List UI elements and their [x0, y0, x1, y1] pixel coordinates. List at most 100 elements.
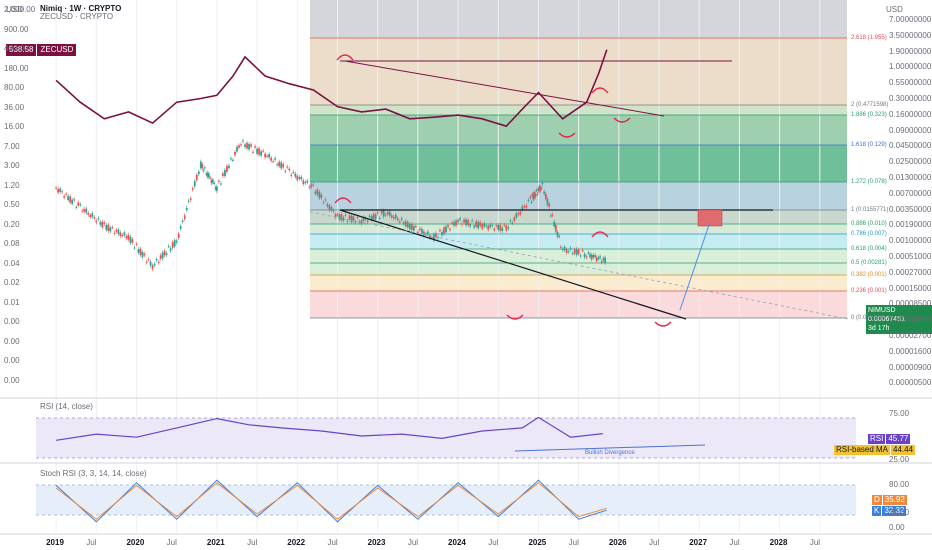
nim-candle: [386, 212, 389, 215]
nim-candle: [113, 232, 116, 234]
nim-candle: [206, 172, 209, 177]
nim-candle: [169, 248, 172, 251]
nim-candle: [284, 171, 287, 173]
stoch-tick-label: 20.00: [889, 508, 910, 517]
nim-candle: [396, 218, 399, 221]
nim-candle: [203, 167, 206, 169]
symbol-secondary[interactable]: ZECUSD · CRYPTO: [40, 12, 114, 21]
nim-candle: [433, 234, 435, 241]
nim-candle: [187, 200, 190, 202]
nim-candle: [163, 250, 166, 256]
symbol-primary[interactable]: Nimiq · 1W · CRYPTO: [40, 4, 122, 13]
zec-price: 538.58: [6, 44, 37, 56]
right-tick-label: 0.00000900: [889, 362, 932, 372]
nim-candle: [538, 186, 541, 191]
time-axis-label: Jul: [568, 538, 579, 547]
fib-label-lower: 0.886 (0.010): [851, 221, 887, 227]
nim-candle: [215, 186, 218, 192]
nim-candle: [543, 191, 546, 194]
rsi-line: [56, 416, 603, 441]
left-tick-label: 80.00: [4, 83, 25, 92]
nim-candle: [207, 173, 210, 178]
nim-candle: [147, 259, 150, 261]
right-tick-label: 0.04500000: [889, 141, 932, 151]
nim-candle: [65, 193, 68, 195]
rsi-value: 45.77: [886, 434, 911, 444]
stoch-d-value: 35.92: [882, 495, 907, 505]
nim-candle: [292, 172, 295, 174]
nim-candle: [167, 246, 170, 248]
time-axis-label: 2021: [206, 538, 225, 547]
nim-candle: [230, 158, 232, 160]
bottom-arc: [558, 132, 576, 138]
nim-candle: [258, 148, 260, 155]
nim-candle: [511, 222, 514, 224]
nim-candle: [336, 214, 339, 216]
right-tick-label: 0.00700000: [889, 188, 932, 198]
time-axis-label: 2028: [769, 538, 788, 547]
stoch-d-badge: D 35.92: [872, 495, 907, 505]
nim-candle: [567, 251, 570, 253]
right-tick-label: 0.00004600: [889, 315, 932, 325]
nim-candle: [554, 225, 557, 232]
nim-candle: [495, 225, 498, 227]
nim-candle: [346, 220, 349, 222]
nim-candle: [539, 186, 542, 191]
nim-candle: [310, 184, 313, 188]
nim-candle: [425, 233, 427, 235]
fib-label-lower: 0.786 (0.007): [851, 231, 887, 237]
left-tick-label: 0.00: [4, 375, 20, 385]
time-axis-label: Jul: [407, 538, 419, 547]
right-tick-label: 0.16000000: [889, 109, 932, 119]
nim-candle: [272, 161, 275, 163]
right-tick-label: 0.00027000: [889, 267, 932, 277]
nim-candle: [306, 180, 309, 183]
left-tick-label: 1.20: [4, 180, 20, 190]
nim-candle: [332, 210, 335, 212]
nim-candle: [224, 170, 226, 177]
nim-candle: [378, 217, 381, 219]
nim-candle: [479, 222, 482, 226]
right-tick-label: 0.00190000: [889, 220, 932, 230]
top-arc: [336, 54, 354, 61]
stoch-band: [36, 485, 856, 515]
nim-candle: [553, 221, 556, 227]
nim-countdown: 3d 17h: [868, 325, 890, 332]
nim-candle: [445, 226, 447, 233]
fib-label-lower: 0.236 (0.001): [851, 288, 887, 294]
nim-candle: [579, 255, 582, 257]
rsi-divergence-line: [514, 444, 706, 452]
nim-candle: [489, 224, 492, 228]
nim-candle: [342, 217, 345, 221]
nim-candle: [414, 226, 417, 228]
nim-candle: [270, 157, 273, 161]
right-tick-label: 0.30000000: [889, 94, 932, 103]
time-axis-label: Jul: [86, 538, 97, 547]
nim-candle: [590, 254, 593, 260]
right-tick-label: 1.90000000: [889, 46, 932, 56]
nim-candle: [530, 201, 533, 203]
bottom-arc: [613, 117, 631, 123]
nim-candle: [439, 230, 441, 232]
nim-candle: [220, 183, 222, 185]
nim-candle: [61, 191, 64, 193]
nim-candle: [536, 193, 539, 195]
nim-candle: [181, 220, 184, 222]
nim-candle: [286, 166, 289, 168]
nim-candle: [123, 232, 126, 236]
nim-candle: [244, 144, 246, 147]
nim-candle: [412, 226, 415, 231]
currency-right: USD: [886, 5, 903, 14]
nim-candle: [161, 252, 164, 259]
right-tick-label: 0.00051000: [889, 252, 932, 261]
nim-candle: [398, 221, 401, 223]
nim-candle: [141, 252, 144, 258]
nim-candle: [240, 144, 242, 146]
stoch-k-label: K: [872, 506, 882, 516]
nim-candle: [404, 221, 407, 227]
nim-candle: [529, 196, 532, 199]
nim-trendline: [339, 209, 687, 320]
fib-label-upper: 1.272 (0.078): [851, 179, 887, 185]
nim-candle: [151, 265, 154, 270]
